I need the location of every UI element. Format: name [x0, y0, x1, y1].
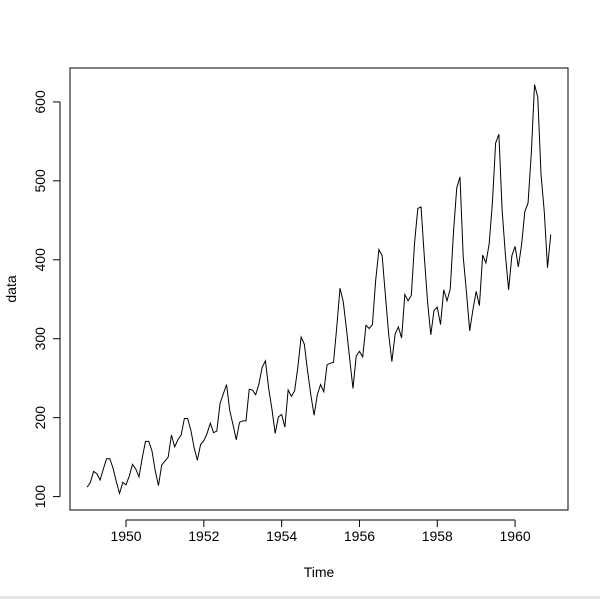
x-tick-label: 1950: [110, 528, 141, 544]
x-tick-label: 1954: [266, 528, 297, 544]
x-tick-label: 1952: [188, 528, 219, 544]
x-tick-label: 1960: [500, 528, 531, 544]
y-axis-label: data: [3, 275, 19, 302]
x-tick-label: 1958: [422, 528, 453, 544]
y-tick-label: 200: [32, 406, 48, 430]
y-tick-label: 400: [32, 248, 48, 272]
x-axis: 1950 1952 1954 1956 1958 1960: [110, 519, 531, 544]
y-axis: 100 200 300 400 500 600: [32, 90, 61, 509]
y-tick-label: 500: [32, 169, 48, 193]
y-tick-label: 100: [32, 485, 48, 509]
plot-frame: [69, 67, 569, 511]
series-line: [86, 84, 552, 496]
y-tick-label: 600: [32, 90, 48, 114]
y-tick-label: 300: [32, 327, 48, 351]
window-bottom-edge: [0, 596, 600, 599]
x-axis-label: Time: [304, 564, 335, 580]
x-tick-label: 1956: [344, 528, 375, 544]
